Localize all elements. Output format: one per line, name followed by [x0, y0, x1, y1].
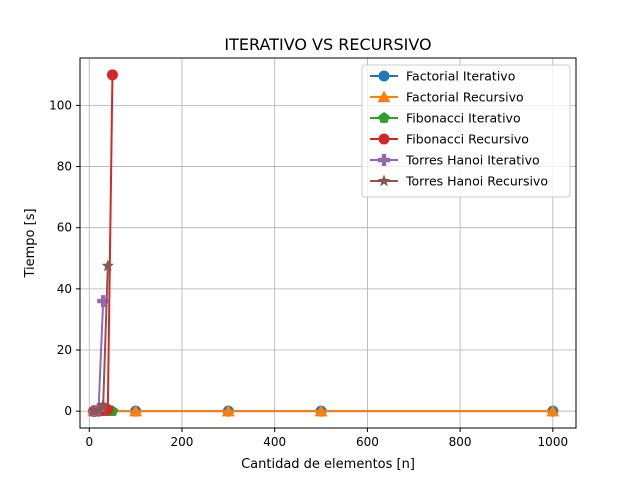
data-point [378, 154, 390, 166]
data-point [97, 398, 110, 411]
data-point [377, 174, 391, 187]
x-tick-label: 0 [85, 435, 93, 449]
y-tick-label: 80 [57, 160, 72, 174]
legend-label: Factorial Iterativo [406, 69, 515, 84]
legend-label: Fibonacci Iterativo [406, 111, 521, 126]
chart-title: ITERATIVO VS RECURSIVO [224, 35, 431, 54]
legend-label: Torres Hanoi Iterativo [405, 153, 540, 168]
y-tick-label: 20 [57, 343, 72, 357]
data-point [314, 404, 328, 417]
y-axis-label: Tiempo [s] [23, 208, 38, 278]
axis-ticks: 0 200 400 600 800 1000 0 20 40 60 80 100 [49, 98, 568, 449]
legend-item: Fibonacci Recursivo [370, 132, 529, 147]
legend-box [361, 64, 571, 198]
legend-item: Torres Hanoi Recursivo [370, 174, 548, 189]
legend-label: Fibonacci Recursivo [406, 132, 529, 147]
legend-item: Factorial Recursivo [370, 90, 524, 105]
data-point [378, 70, 390, 82]
data-point [106, 69, 118, 81]
data-point [101, 259, 114, 272]
plot-series [87, 69, 560, 418]
data-point [221, 404, 235, 417]
y-tick-label: 0 [64, 404, 72, 418]
x-tick-label: 400 [263, 435, 286, 449]
legend: Factorial Iterativo Factorial Recursivo Fi… [361, 64, 571, 198]
legend-item: Fibonacci Iterativo [370, 111, 521, 126]
y-tick-label: 100 [49, 98, 72, 112]
data-point [377, 90, 391, 103]
y-tick-label: 40 [57, 282, 72, 296]
plot-frame [79, 57, 577, 429]
legend-label: Factorial Recursivo [406, 90, 524, 105]
x-tick-label: 800 [449, 435, 472, 449]
x-tick-label: 200 [171, 435, 194, 449]
data-point [129, 404, 143, 417]
data-point [97, 295, 110, 308]
legend-item: Torres Hanoi Iterativo [370, 153, 540, 168]
x-tick-label: 600 [356, 435, 379, 449]
y-tick-label: 60 [57, 221, 72, 235]
x-tick-label: 1000 [538, 435, 569, 449]
data-point [87, 404, 101, 417]
series-6 [87, 259, 114, 417]
data-point [378, 133, 390, 145]
legend-label: Torres Hanoi Recursivo [405, 174, 548, 189]
data-point [378, 112, 390, 123]
data-point [92, 403, 105, 416]
x-axis-label: Cantidad de elementos [n] [241, 457, 415, 472]
data-point [546, 404, 560, 417]
legend-item: Factorial Iterativo [370, 69, 515, 84]
